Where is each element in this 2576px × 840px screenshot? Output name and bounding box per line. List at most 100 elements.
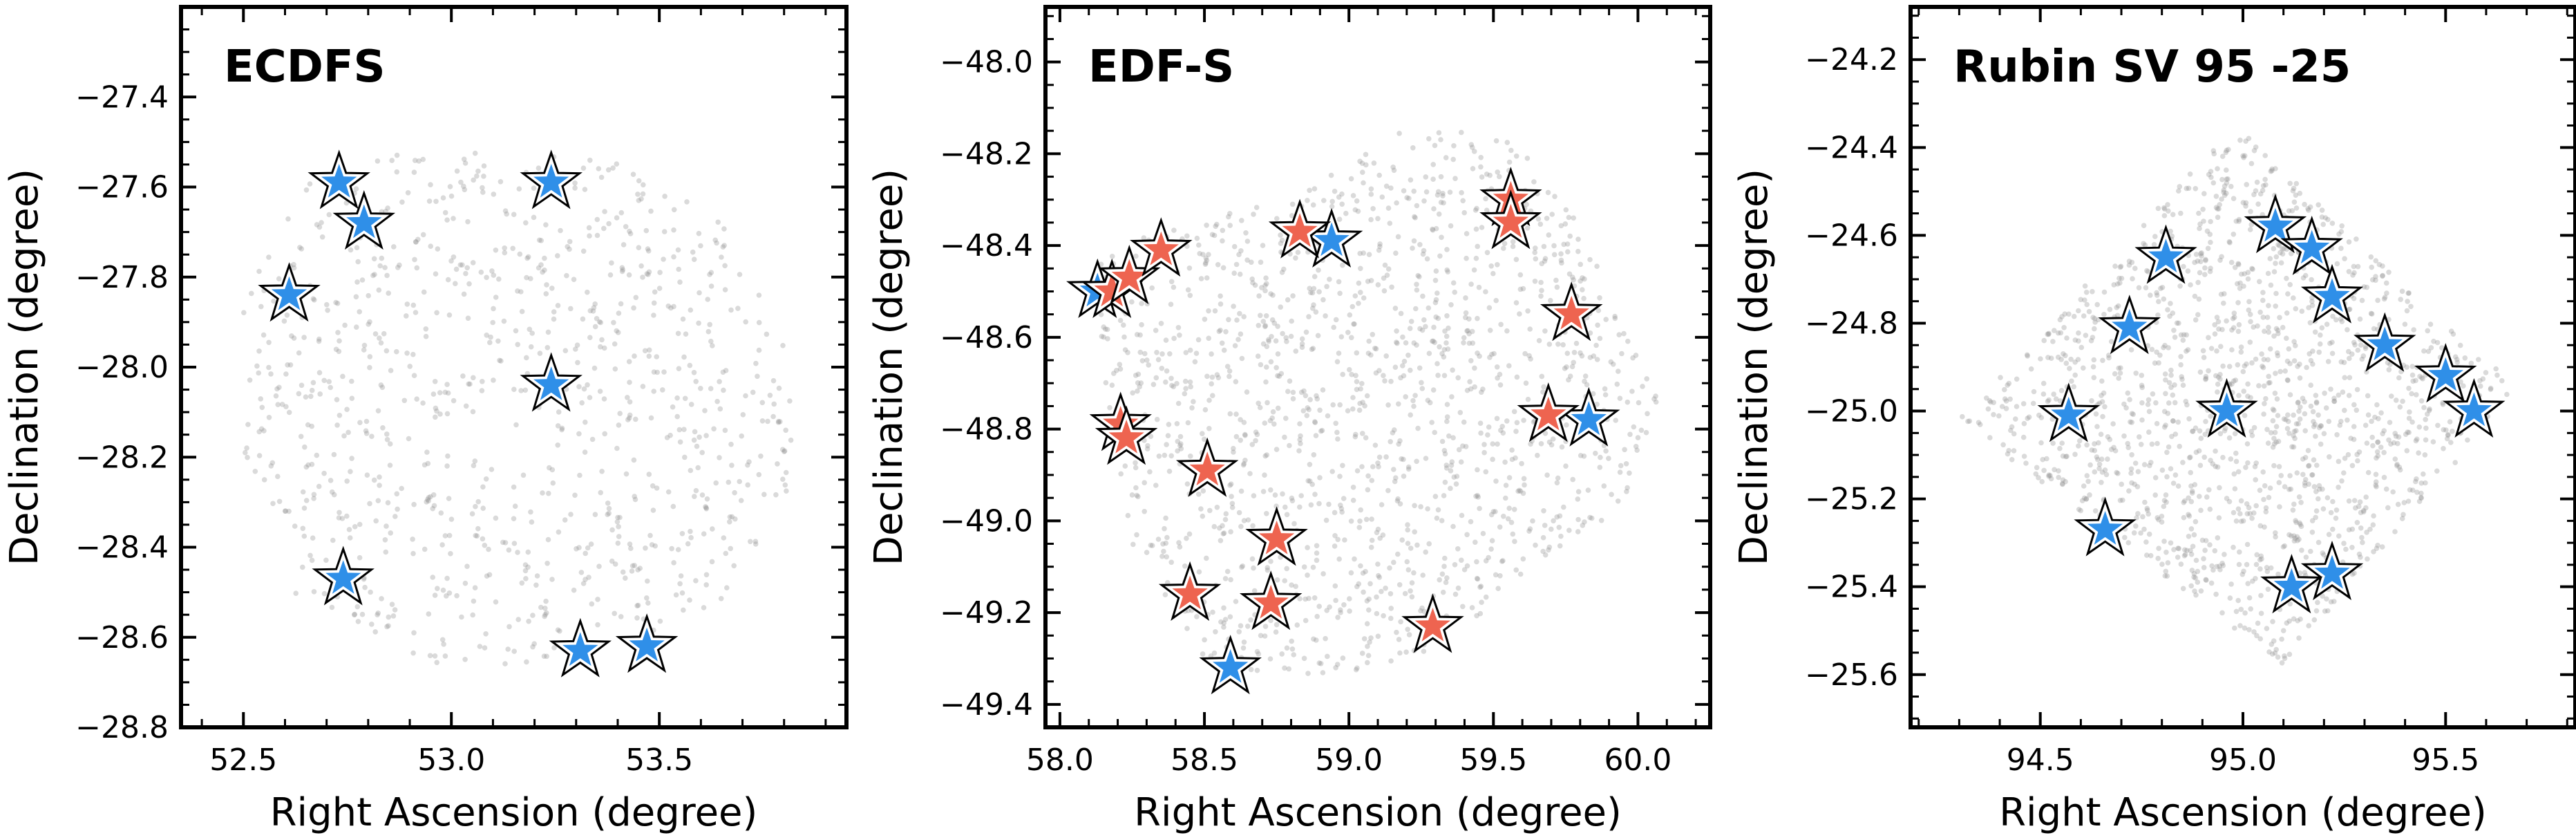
background-point [1452, 289, 1457, 295]
background-point [357, 554, 363, 561]
background-point [1612, 313, 1618, 319]
background-point [2478, 383, 2483, 389]
background-point [298, 433, 304, 440]
background-point [2201, 355, 2207, 360]
background-point [1364, 598, 1370, 604]
blue-star-marker [2456, 392, 2492, 427]
background-point [2282, 653, 2287, 659]
background-point [2236, 321, 2242, 328]
blue-star-marker [346, 204, 382, 239]
background-point [1224, 364, 1231, 369]
background-point [344, 513, 350, 519]
background-point [1303, 329, 1309, 335]
background-point [1244, 389, 1250, 395]
background-point [2287, 180, 2293, 187]
background-point [2168, 367, 2174, 373]
background-point [1454, 474, 1460, 479]
background-point [1287, 251, 1293, 257]
background-point [671, 254, 676, 260]
background-point [1477, 584, 1483, 590]
background-point [241, 310, 247, 316]
background-point [1634, 447, 1640, 453]
background-point [1520, 490, 1526, 496]
background-point [1432, 142, 1438, 149]
background-point [2268, 430, 2274, 436]
background-point [498, 179, 504, 185]
background-point [266, 254, 272, 260]
background-point [2079, 498, 2085, 503]
background-point [534, 573, 540, 579]
background-point [2159, 514, 2165, 519]
background-point [1162, 525, 1167, 532]
background-point [1301, 655, 1307, 662]
background-point [1571, 215, 1576, 221]
background-point [2192, 259, 2197, 265]
background-point [2291, 412, 2296, 418]
background-point [1233, 433, 1240, 440]
background-point [1404, 559, 1410, 565]
background-point [1221, 347, 1227, 353]
background-point [1631, 424, 1637, 430]
background-point [2231, 315, 2237, 320]
background-point [2116, 375, 2121, 381]
background-point [486, 546, 491, 552]
background-point [1421, 317, 1427, 323]
red-star-marker [1094, 272, 1130, 307]
background-point [2134, 484, 2141, 489]
background-point [677, 279, 683, 285]
background-point [1514, 374, 1520, 380]
background-point [2221, 187, 2227, 193]
background-point [1334, 662, 1341, 667]
background-point [2351, 402, 2357, 408]
background-point [2427, 321, 2434, 327]
background-point [1171, 227, 1177, 233]
background-point [1571, 350, 1578, 355]
panel-title: ECDFS [224, 41, 386, 93]
background-point [681, 354, 687, 360]
background-point [2225, 176, 2231, 182]
background-point [697, 290, 702, 296]
background-point [2176, 188, 2181, 194]
background-point [2249, 433, 2255, 438]
background-point [247, 377, 253, 383]
background-point [2206, 171, 2212, 178]
background-point [616, 534, 622, 539]
background-point [1388, 658, 1394, 664]
background-point [1206, 335, 1211, 342]
background-point [377, 474, 382, 480]
background-point [334, 422, 340, 428]
background-point [1366, 252, 1372, 258]
background-point [2331, 398, 2338, 404]
background-point [2235, 506, 2242, 512]
background-point [371, 477, 377, 483]
background-point [2025, 416, 2030, 421]
background-point [2198, 507, 2204, 513]
background-point [1153, 483, 1159, 488]
background-point [1392, 306, 1399, 311]
background-point [2357, 499, 2363, 505]
background-point [572, 185, 578, 191]
background-point [411, 501, 417, 507]
background-point [2197, 225, 2202, 232]
background-point [2192, 482, 2198, 487]
background-point [2119, 481, 2124, 487]
background-point [2060, 477, 2066, 483]
background-point [2168, 372, 2174, 378]
background-point [2232, 265, 2238, 270]
background-point [2416, 498, 2423, 504]
background-point [2381, 428, 2387, 433]
background-point [1376, 575, 1383, 580]
background-point [2125, 440, 2130, 447]
background-point [2262, 483, 2268, 489]
background-point [651, 312, 656, 318]
background-point [542, 255, 547, 261]
background-point [1645, 411, 1650, 417]
background-point [1493, 478, 1499, 484]
background-point [1333, 317, 1339, 323]
background-point [2217, 431, 2224, 437]
background-point [531, 185, 537, 192]
background-point [1262, 283, 1268, 288]
background-point [2217, 485, 2222, 491]
background-point [2341, 541, 2347, 546]
background-point [1233, 261, 1240, 268]
